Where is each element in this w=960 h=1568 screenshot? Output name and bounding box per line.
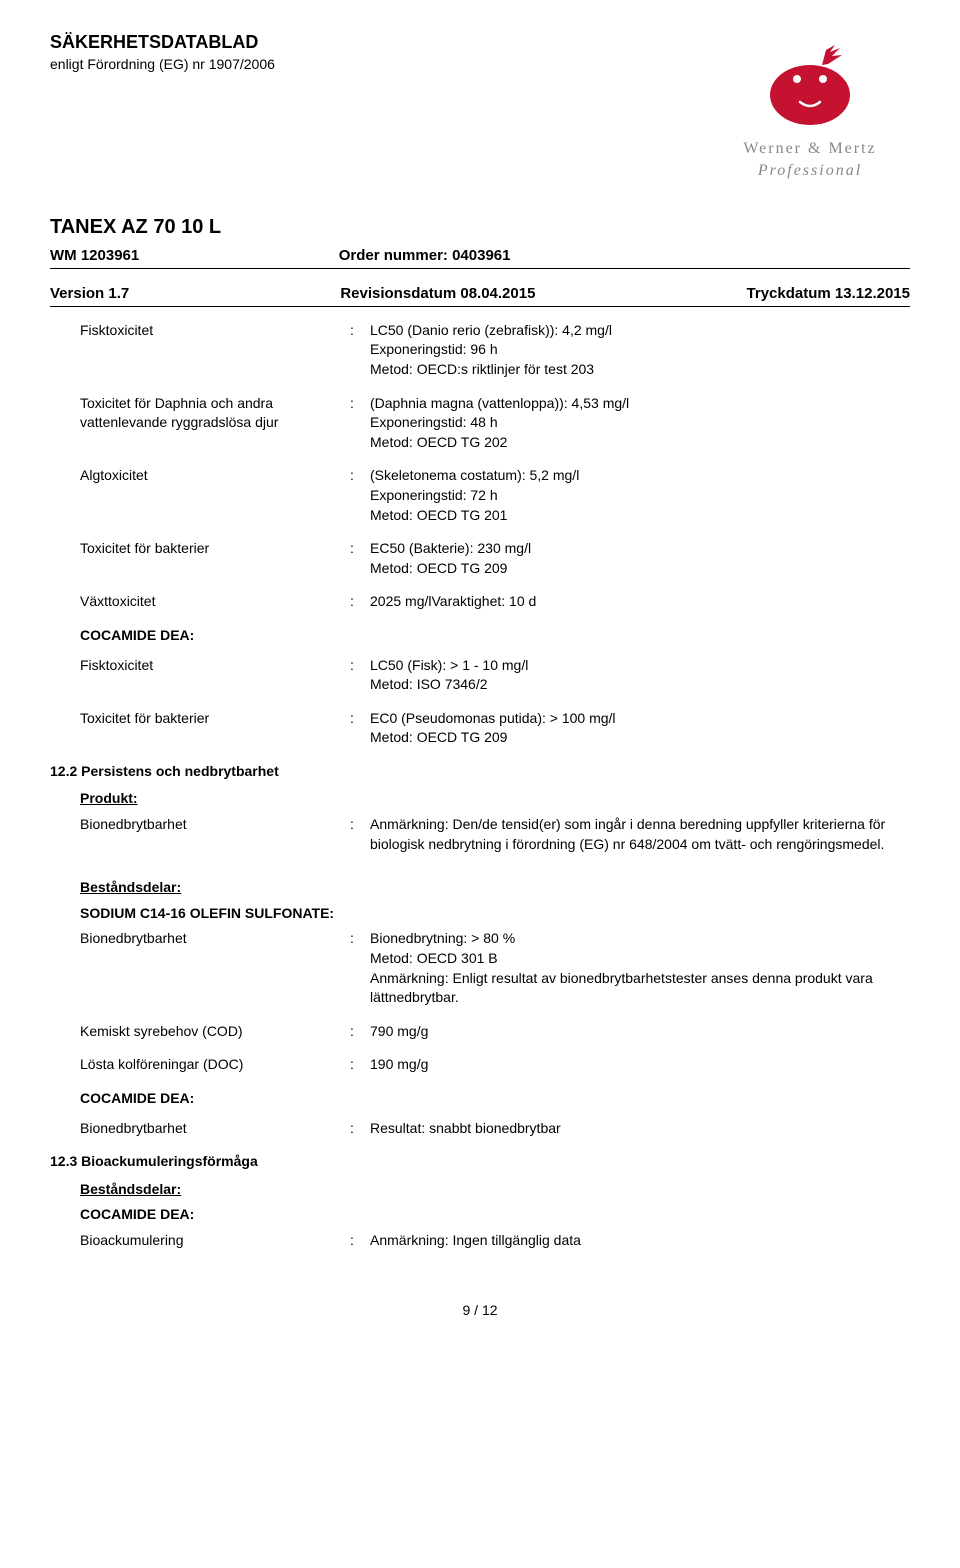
print-date: Tryckdatum 13.12.2015 [747,283,910,304]
doc-value: 190 mg/g [370,1055,910,1075]
components-subheading-1: Beståndsdelar: [50,878,910,898]
biodegradability-row: Bionedbrytbarhet : Anmärkning: Den/de te… [50,815,910,854]
cocamide-bacteria-label: Toxicitet för bakterier [80,709,350,748]
frog-logo-icon [750,30,870,130]
cocamide-bacteria-value: EC0 (Pseudomonas putida): > 100 mg/l Met… [370,709,910,748]
section-12-2-heading: 12.2 Persistens och nedbrytbarhet [50,762,910,782]
cocamide-dea-heading-1: COCAMIDE DEA: [50,626,910,646]
daphnia-toxicity-value: (Daphnia magna (vattenloppa)): 4,53 mg/l… [370,394,910,453]
bioaccumulation-row: Bioackumulering : Anmärkning: Ingen till… [50,1231,910,1251]
fish-toxicity-label: Fisktoxicitet [80,321,350,380]
brand-logo: Werner & Mertz Professional [710,30,910,183]
biodegradability-value: Anmärkning: Den/de tensid(er) som ingår … [370,815,910,854]
components-subheading-2: Beståndsdelar: [50,1180,910,1200]
cocamide-biodeg-value: Resultat: snabbt bionedbrytbar [370,1119,910,1139]
bacteria-toxicity-label: Toxicitet för bakterier [80,539,350,578]
product-header: TANEX AZ 70 10 L WM 1203961 Order nummer… [50,213,910,307]
cod-label: Kemiskt syrebehov (COD) [80,1022,350,1042]
cocamide-fish-row: Fisktoxicitet : LC50 (Fisk): > 1 - 10 mg… [50,656,910,695]
doc-label: Lösta kolföreningar (DOC) [80,1055,350,1075]
sodium-biodeg-row: Bionedbrytbarhet : Bionedbrytning: > 80 … [50,929,910,1007]
bacteria-toxicity-row: Toxicitet för bakterier : EC50 (Bakterie… [50,539,910,578]
cocamide-dea-heading-3: COCAMIDE DEA: [50,1205,910,1225]
document-subtitle: enligt Förordning (EG) nr 1907/2006 [50,55,710,75]
product-meta-row-1: WM 1203961 Order nummer: 0403961 [50,245,910,269]
version: Version 1.7 [50,283,129,304]
revision-date: Revisionsdatum 08.04.2015 [340,283,535,304]
fish-toxicity-row: Fisktoxicitet : LC50 (Danio rerio (zebra… [50,321,910,380]
sodium-olefin-heading: SODIUM C14-16 OLEFIN SULFONATE: [50,904,910,924]
plant-toxicity-value: 2025 mg/lVaraktighet: 10 d [370,592,910,612]
cocamide-biodeg-label: Bionedbrytbarhet [80,1119,350,1139]
product-subheading: Produkt: [50,789,910,809]
alg-toxicity-row: Algtoxicitet : (Skeletonema costatum): 5… [50,466,910,525]
plant-toxicity-label: Växttoxicitet [80,592,350,612]
order-number: Order nummer: 0403961 [339,245,511,266]
fish-toxicity-value: LC50 (Danio rerio (zebrafisk)): 4,2 mg/l… [370,321,910,380]
brand-name: Werner & Mertz [743,138,876,160]
section-12-3-heading: 12.3 Bioackumuleringsförmåga [50,1152,910,1172]
daphnia-toxicity-label: Toxicitet för Daphnia och andra vattenle… [80,394,350,453]
bacteria-toxicity-value: EC50 (Bakterie): 230 mg/l Metod: OECD TG… [370,539,910,578]
plant-toxicity-row: Växttoxicitet : 2025 mg/lVaraktighet: 10… [50,592,910,612]
bioaccumulation-label: Bioackumulering [80,1231,350,1251]
biodegradability-label: Bionedbrytbarhet [80,815,350,854]
brand-subname: Professional [758,160,862,182]
cod-value: 790 mg/g [370,1022,910,1042]
wm-number: WM 1203961 [50,245,139,266]
cocamide-dea-heading-2: COCAMIDE DEA: [50,1089,910,1109]
cocamide-bacteria-row: Toxicitet för bakterier : EC0 (Pseudomon… [50,709,910,748]
bioaccumulation-value: Anmärkning: Ingen tillgänglig data [370,1231,910,1251]
document-title: SÄKERHETSDATABLAD [50,30,710,55]
cocamide-biodeg-row: Bionedbrytbarhet : Resultat: snabbt bion… [50,1119,910,1139]
doc-row: Lösta kolföreningar (DOC) : 190 mg/g [50,1055,910,1075]
header-left: SÄKERHETSDATABLAD enligt Förordning (EG)… [50,30,710,75]
page-header: SÄKERHETSDATABLAD enligt Förordning (EG)… [50,30,910,183]
cod-row: Kemiskt syrebehov (COD) : 790 mg/g [50,1022,910,1042]
cocamide-fish-label: Fisktoxicitet [80,656,350,695]
sodium-biodeg-label: Bionedbrytbarhet [80,929,350,1007]
cocamide-fish-value: LC50 (Fisk): > 1 - 10 mg/l Metod: ISO 73… [370,656,910,695]
product-meta-row-2: Version 1.7 Revisionsdatum 08.04.2015 Tr… [50,283,910,307]
daphnia-toxicity-row: Toxicitet för Daphnia och andra vattenle… [50,394,910,453]
product-name: TANEX AZ 70 10 L [50,213,910,241]
page-number: 9 / 12 [50,1301,910,1321]
sodium-biodeg-value: Bionedbrytning: > 80 % Metod: OECD 301 B… [370,929,910,1007]
alg-toxicity-value: (Skeletonema costatum): 5,2 mg/l Exponer… [370,466,910,525]
alg-toxicity-label: Algtoxicitet [80,466,350,525]
